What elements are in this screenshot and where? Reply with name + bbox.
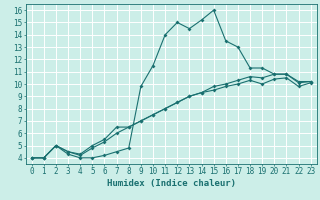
X-axis label: Humidex (Indice chaleur): Humidex (Indice chaleur)	[107, 179, 236, 188]
